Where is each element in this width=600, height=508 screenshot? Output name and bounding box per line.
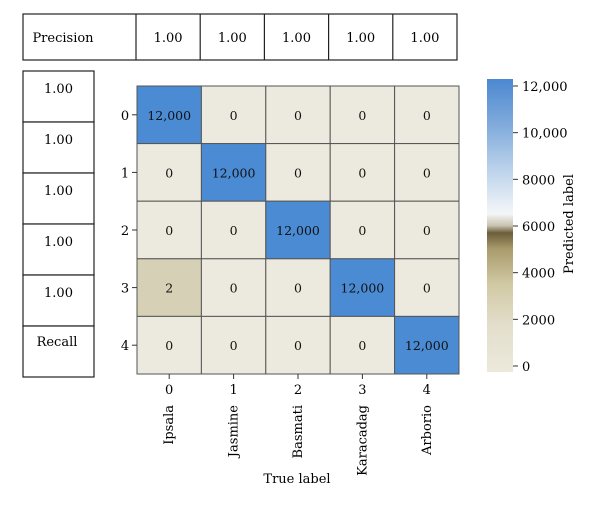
cell-value-label: 0	[294, 165, 302, 180]
recall-label: Recall	[37, 335, 78, 350]
x-category-label: Ipsala	[162, 405, 177, 445]
heatmap-cell	[265, 85, 331, 145]
cell-value-label: 0	[294, 281, 302, 296]
x-category-label: Jasmine	[227, 405, 242, 459]
heatmap-cell	[136, 85, 202, 145]
recall-value: 1.00	[44, 133, 73, 148]
colorbar	[487, 79, 513, 372]
heatmap-cell	[136, 315, 202, 375]
recall-value: 1.00	[44, 286, 73, 301]
cell-value-label: 0	[423, 281, 431, 296]
heatmap-cell	[394, 258, 460, 317]
x-category-label: Basmati	[291, 405, 306, 458]
recall-cell	[22, 172, 95, 225]
cell-value-label: 12,000	[147, 108, 191, 123]
recall-value: 1.00	[44, 235, 73, 250]
y-tick-label: 2	[121, 224, 129, 239]
heatmap-cell	[394, 143, 460, 202]
heatmap-cell	[329, 315, 396, 375]
x-tick-label: 2	[294, 383, 302, 398]
heatmap-cell	[136, 200, 202, 260]
cell-value-label: 12,000	[212, 165, 256, 180]
cell-value-label: 0	[165, 338, 173, 353]
heatmap-cell	[136, 258, 202, 317]
x-tick-label: 1	[229, 383, 237, 398]
recall-table: 1.00 1.00 1.00 1.00 1.00 Recall	[22, 70, 95, 378]
precision-value: 1.00	[154, 31, 183, 46]
cell-value-label: 0	[358, 223, 366, 238]
cell-value-label: 0	[358, 165, 366, 180]
x-axis-label: True label	[263, 472, 330, 487]
heatmap-cell	[200, 200, 267, 260]
heatmap-cell	[394, 200, 460, 260]
colorbar-tick-label: 10,000	[522, 127, 568, 142]
recall-value: 1.00	[44, 184, 73, 199]
heatmap-cell	[329, 200, 396, 260]
cell-value-label: 0	[358, 338, 366, 353]
x-category-label: Karacadag	[355, 405, 370, 476]
precision-value: 1.00	[282, 31, 311, 46]
y-tick-label: 4	[121, 339, 129, 354]
heatmap-cell	[265, 315, 331, 375]
precision-value: 1.00	[218, 31, 247, 46]
cell-value-label: 0	[230, 223, 238, 238]
colorbar-tick-label: 2000	[522, 313, 555, 328]
colorbar-tick-label: 6000	[522, 220, 555, 235]
x-axis-ticks: 0 Ipsala 1 Jasmine 2 Basmati 3 Karacadag 4 Arbori…	[162, 374, 435, 476]
cell-value-label: 0	[423, 108, 431, 123]
precision-table: Precision 1.00 1.00 1.00 1.00 1.00	[22, 13, 458, 61]
cell-value-label: 0	[423, 223, 431, 238]
precision-label: Precision	[32, 31, 94, 46]
recall-cell	[22, 274, 95, 327]
cell-value-label: 0	[230, 108, 238, 123]
y-tick-label: 1	[121, 166, 129, 181]
colorbar-tick-label: 0	[522, 360, 530, 375]
cell-value-label: 0	[294, 338, 302, 353]
heatmap-cell	[265, 258, 331, 317]
cell-value-label: 0	[165, 165, 173, 180]
recall-cell	[22, 325, 95, 378]
heatmap-cell	[329, 143, 396, 202]
y-axis-ticks: 0 1 2 3 4	[121, 109, 137, 354]
x-tick-label: 0	[165, 383, 173, 398]
heatmap-cell	[200, 315, 267, 375]
heatmap-grid: 12,000 0 0 0 0 0 12,000 0 0 0 0 0 12,000 0 0 2 0 0 12,000 0…	[136, 85, 460, 375]
x-category-label: Arborio	[420, 405, 435, 456]
precision-value: 1.00	[346, 31, 375, 46]
x-tick-label: 3	[358, 383, 366, 398]
recall-cell	[22, 121, 95, 174]
cell-value-label: 12,000	[276, 223, 320, 238]
recall-cell	[22, 223, 95, 276]
cell-value-label: 12,000	[405, 338, 449, 353]
colorbar-tick-label: 4000	[522, 267, 555, 282]
heatmap-cell	[265, 200, 331, 260]
y-tick-label: 3	[121, 282, 129, 297]
colorbar-tick-label: 12,000	[522, 80, 568, 95]
heatmap-cell	[394, 85, 460, 145]
cell-value-label: 0	[230, 281, 238, 296]
recall-value: 1.00	[44, 82, 73, 97]
cell-value-label: 12,000	[341, 281, 385, 296]
colorbar-ticks: 0 2000 4000 6000 8000 10,000 12,000	[513, 80, 568, 375]
precision-table-frame	[22, 13, 458, 61]
x-tick-label: 4	[423, 383, 431, 398]
cell-value-label: 0	[358, 108, 366, 123]
heatmap-cell	[329, 258, 396, 317]
cell-value-label: 0	[230, 338, 238, 353]
cell-value-label: 0	[165, 223, 173, 238]
cell-value-label: 0	[294, 108, 302, 123]
cell-value-label: 2	[165, 281, 173, 296]
cell-value-label: 0	[423, 165, 431, 180]
colorbar-tick-label: 8000	[522, 173, 555, 188]
heatmap-cell	[394, 315, 460, 375]
precision-value: 1.00	[410, 31, 439, 46]
colorbar-label: Predicted label	[562, 174, 577, 274]
y-tick-label: 0	[121, 109, 129, 124]
heatmap-cell	[200, 143, 267, 202]
